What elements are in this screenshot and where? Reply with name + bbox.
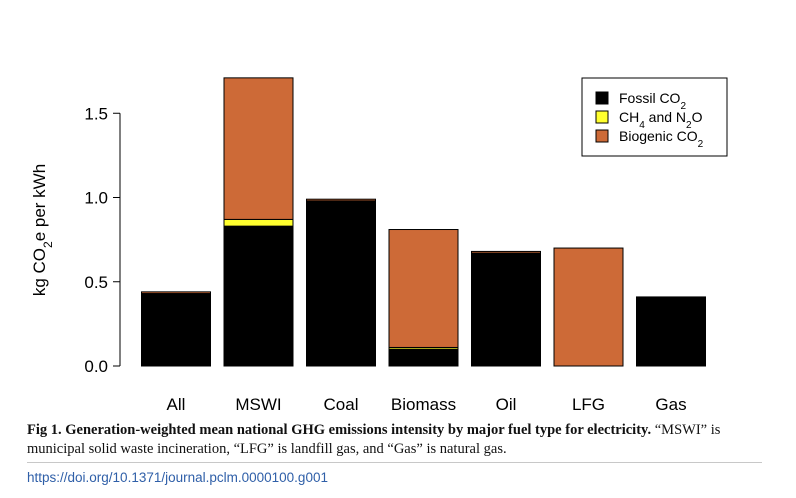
bar-oil-series-0 [471,252,541,367]
divider [27,462,762,463]
y-axis-label: kg CO2e per kWh [30,164,55,296]
y-tick-label-3: 1.5 [84,104,108,123]
legend-label-0: Fossil CO2 [619,90,686,112]
x-tick-label-oil: Oil [496,395,517,414]
bar-lfg-series-2 [553,247,624,367]
y-tick-label-1: 0.5 [84,273,108,292]
legend-swatch-0 [595,91,609,105]
bar-biomass-series-0 [388,348,459,367]
caption-text: “MSWI” is municipal solid waste incinera… [27,422,721,457]
bar-all-series-0 [141,293,211,367]
bar-coal-series-0 [306,200,376,367]
bar-coal-series-2 [306,198,376,202]
stacked-bar-chart: 0.0 0.5 1.0 1.5 kg CO2e per kWh All MSWI Coal Bi… [30,77,728,414]
x-tick-label-mswi: MSWI [235,395,281,414]
legend-swatch-2 [595,129,609,143]
y-tick-label-0: 0.0 [84,357,108,376]
x-tick-label-lfg: LFG [572,395,605,414]
figure-caption: Fig 1. Generation-weighted mean national… [27,421,767,459]
x-tick-label-biomass: Biomass [391,395,456,414]
caption-title: Generation-weighted mean national GHG em… [65,422,652,438]
caption-label: Fig 1. [27,422,62,438]
legend-label-1: CH4 and N2O [619,109,703,131]
bar-mswi-series-2 [223,77,294,220]
bar-gas-series-0 [636,296,706,367]
x-tick-label-coal: Coal [324,395,359,414]
y-tick-label-2: 1.0 [84,189,108,208]
bar-mswi-series-0 [223,225,294,367]
bar-mswi-series-1 [223,218,294,227]
legend-label-2: Biogenic CO2 [619,128,704,150]
bar-biomass-series-2 [388,229,459,348]
bar-all-series-2 [141,291,211,295]
doi-link[interactable]: https://doi.org/10.1371/journal.pclm.000… [27,470,328,485]
x-tick-label-all: All [167,395,186,414]
bar-oil-series-2 [471,250,541,254]
legend-swatch-1 [595,110,609,124]
x-tick-label-gas: Gas [655,395,686,414]
